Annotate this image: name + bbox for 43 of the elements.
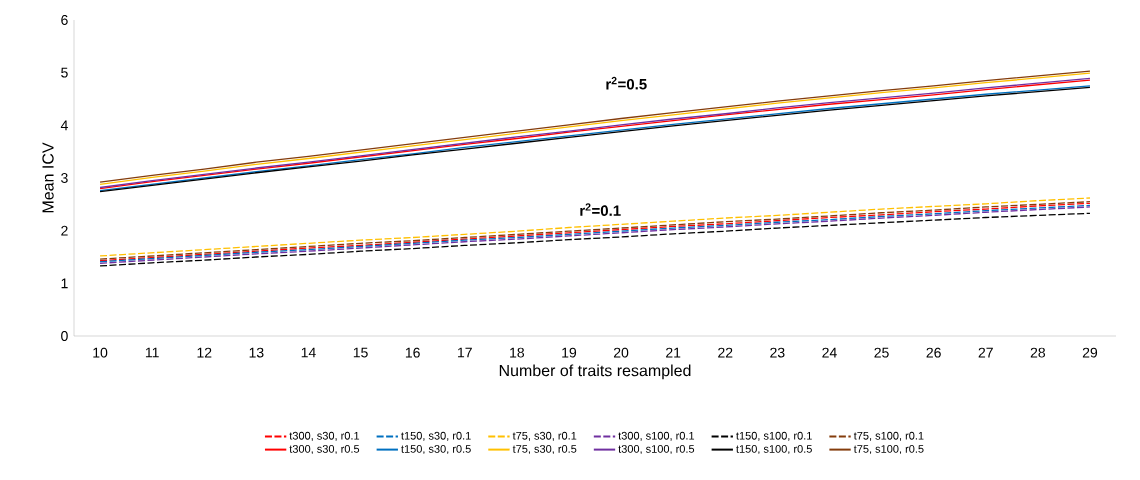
- y-tick-label: 4: [60, 120, 68, 131]
- x-tick-label: 27: [978, 347, 993, 358]
- x-tick-label: 22: [718, 347, 733, 358]
- annotation: r$^{2}$=0.5: [606, 76, 647, 90]
- x-tick-label: 16: [405, 347, 420, 358]
- x-tick-label: 14: [301, 347, 316, 358]
- x-tick-label: 19: [562, 347, 577, 358]
- legend-label: t75, s100, r0.1: [853, 431, 924, 441]
- legend-label: t75, s100, r0.5: [853, 445, 924, 455]
- legend-label: t150, s100, r0.5: [736, 445, 812, 455]
- x-tick-label: 23: [770, 347, 785, 358]
- y-tick-label: 5: [61, 67, 68, 78]
- legend-label: t300, s100, r0.1: [618, 431, 695, 441]
- x-tick-label: 20: [613, 347, 629, 358]
- x-tick-label: 29: [1082, 347, 1098, 358]
- y-tick-label: 3: [61, 173, 68, 183]
- x-tick-label: 24: [822, 347, 837, 358]
- x-tick-label: 12: [197, 347, 212, 358]
- y-axis-title: Mean ICV: [42, 142, 54, 213]
- legend-label: t75, s30, r0.1: [512, 431, 577, 441]
- y-tick-label: 2: [61, 225, 68, 236]
- y-tick-label: 0: [61, 331, 68, 341]
- legend-label: t150, s30, r0.1: [401, 431, 471, 441]
- x-axis-title: Number of traits resampled: [499, 364, 691, 380]
- x-tick-label: 17: [458, 347, 472, 358]
- legend-label: t300, s30, r0.5: [289, 445, 360, 455]
- legend-label: t300, s100, r0.5: [618, 445, 695, 455]
- x-tick-label: 18: [510, 347, 525, 358]
- x-tick-label: 21: [666, 347, 681, 358]
- x-tick-label: 10: [93, 347, 108, 358]
- x-tick-label: 13: [249, 347, 264, 358]
- x-tick-label: 15: [353, 347, 368, 358]
- legend-label: t75, s30, r0.5: [512, 445, 577, 455]
- legend-label: t150, s30, r0.5: [401, 445, 471, 455]
- legend-label: t150, s100, r0.1: [736, 431, 812, 441]
- x-tick-label: 25: [874, 347, 889, 358]
- y-tick-label: 1: [61, 278, 68, 289]
- legend-label: t300, s30, r0.1: [289, 431, 360, 441]
- annotation: r$^{2}$=0.1: [580, 203, 621, 216]
- x-tick-label: 11: [145, 347, 159, 358]
- y-tick-label: 6: [61, 15, 68, 25]
- x-tick-label: 28: [1030, 347, 1046, 358]
- x-tick-label: 26: [926, 347, 941, 358]
